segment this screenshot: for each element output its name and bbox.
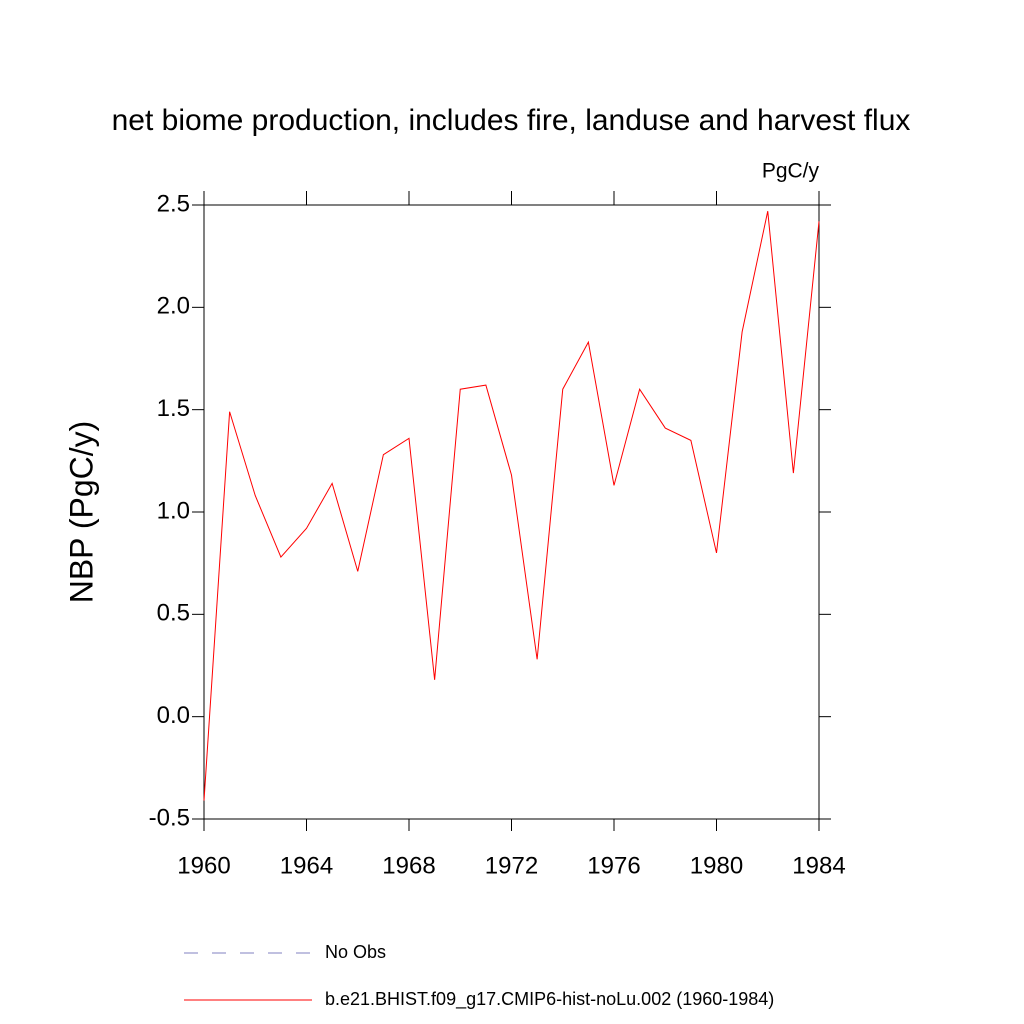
- data-line: [203, 211, 820, 801]
- y-tick-label: -0.5: [149, 804, 190, 831]
- chart-title: net biome production, includes fire, lan…: [112, 104, 911, 137]
- x-tick-label: 1976: [587, 852, 640, 879]
- y-tick-label: 1.5: [157, 395, 190, 422]
- y-tick-label: 0.0: [157, 702, 190, 729]
- x-tick-label: 1960: [177, 852, 230, 879]
- y-tick-label: 1.0: [157, 497, 190, 524]
- y-tick-label: 0.5: [157, 600, 190, 627]
- plot-frame: [203, 204, 820, 820]
- x-tick-label: 1964: [280, 852, 333, 879]
- x-tick-label: 1980: [690, 852, 743, 879]
- units-label: PgC/y: [762, 160, 820, 183]
- x-tick-label: 1968: [382, 852, 435, 879]
- x-tick-label: 1972: [485, 852, 538, 879]
- x-tick-label: 1984: [792, 852, 845, 879]
- legend-label: No Obs: [325, 942, 386, 962]
- legend-label: b.e21.BHIST.f09_g17.CMIP6-hist-noLu.002 …: [325, 989, 774, 1010]
- y-axis-label: NBP (PgC/y): [63, 421, 99, 604]
- y-tick-label: 2.5: [157, 190, 190, 217]
- y-tick-label: 2.0: [157, 293, 190, 320]
